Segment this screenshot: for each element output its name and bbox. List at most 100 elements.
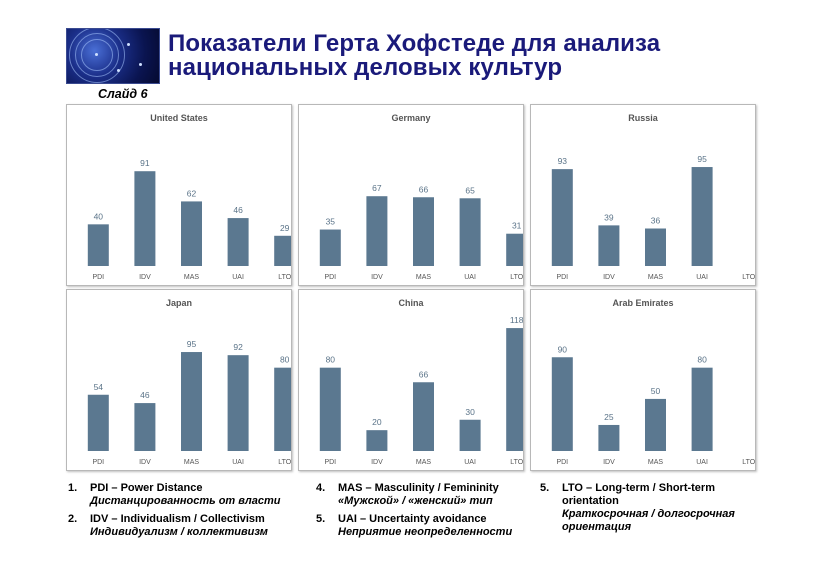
bar-value-label: 93 <box>558 156 568 166</box>
bar-idv <box>598 424 620 451</box>
legend-russian: Дистанцированность от власти <box>90 495 281 507</box>
bar-value-label: 31 <box>512 221 522 231</box>
legend-russian: Неприятие неопределенности <box>338 526 513 538</box>
bar-pdi <box>551 169 573 266</box>
bar-lto <box>506 328 523 451</box>
bar-uai <box>691 367 713 451</box>
bar-value-label: 50 <box>651 386 661 396</box>
legend-number: 4. <box>316 482 326 494</box>
chart-title: United States <box>150 113 208 123</box>
bar-value-label: 95 <box>697 154 707 164</box>
bar-value-label: 46 <box>140 390 150 400</box>
bar-uai <box>459 419 481 451</box>
bar-idv <box>134 171 156 266</box>
tick-label-pdi: PDI <box>92 274 104 281</box>
legend-english: MAS – Masculinity / Femininity <box>338 482 499 494</box>
tick-label-lto: LTO <box>742 459 755 466</box>
legend-number: 5. <box>540 482 550 494</box>
chart-russia: Russia 93 PDI 39 IDV 36 MAS 95 UAI LTO <box>551 113 755 281</box>
tick-label-mas: MAS <box>648 459 664 466</box>
chart-panel-1: United States 40 PDI 91 IDV 62 MAS 46 UAI 29 LTO <box>66 104 292 286</box>
bar-lto <box>274 235 291 266</box>
tick-label-pdi: PDI <box>324 459 336 466</box>
bar-idv <box>366 430 388 451</box>
legend-number: 1. <box>68 482 78 494</box>
tick-label-uai: UAI <box>696 459 708 466</box>
legend-number: 2. <box>68 513 78 525</box>
chart-united-states: United States 40 PDI 91 IDV 62 MAS 46 UAI 29 LTO <box>87 113 291 281</box>
tick-label-pdi: PDI <box>556 274 568 281</box>
legend-russian: Краткосрочная / долгосрочная ориентация <box>562 508 735 533</box>
bar-mas <box>645 228 666 266</box>
bar-uai <box>459 198 481 266</box>
bar-mas <box>413 382 434 451</box>
bar-value-label: 39 <box>604 212 614 222</box>
legend-item-mas: 4. MAS – Masculinity / Femininity «Мужск… <box>316 482 531 508</box>
tick-label-idv: IDV <box>371 459 383 466</box>
tick-label-mas: MAS <box>416 459 432 466</box>
bar-uai <box>227 218 249 266</box>
tick-label-idv: IDV <box>371 274 383 281</box>
bar-value-label: 92 <box>233 342 243 352</box>
bar-pdi <box>319 367 341 451</box>
bar-value-label: 40 <box>94 211 104 221</box>
chart-japan: Japan 54 PDI 46 IDV 95 MAS 92 UAI 80 LTO <box>87 298 291 466</box>
tick-label-idv: IDV <box>139 459 151 466</box>
bar-pdi <box>551 357 573 451</box>
tick-label-lto: LTO <box>510 459 523 466</box>
legend-item-idv: 2. IDV – Individualism / Collectivism Ин… <box>68 513 308 539</box>
tick-label-idv: IDV <box>139 274 151 281</box>
bar-value-label: 65 <box>465 185 475 195</box>
legend-number: 5. <box>316 513 326 525</box>
tick-label-mas: MAS <box>184 274 200 281</box>
bar-value-label: 90 <box>558 344 568 354</box>
chart-panel-6: Arab Emirates 90 PDI 25 IDV 50 MAS 80 UAI LTO <box>530 289 756 471</box>
bar-value-label: 30 <box>465 407 475 417</box>
bar-idv <box>134 403 156 451</box>
tick-label-uai: UAI <box>232 274 244 281</box>
bar-mas <box>645 398 666 451</box>
header-world-image <box>66 28 160 84</box>
chart-panel-5: China 80 PDI 20 IDV 66 MAS 30 UAI 118 LTO <box>298 289 524 471</box>
tick-label-pdi: PDI <box>92 459 104 466</box>
tick-label-idv: IDV <box>603 459 615 466</box>
legend-english: IDV – Individualism / Collectivism <box>90 513 265 525</box>
bar-value-label: 91 <box>140 158 150 168</box>
tick-label-mas: MAS <box>648 274 664 281</box>
chart-panel-3: Russia 93 PDI 39 IDV 36 MAS 95 UAI LTO <box>530 104 756 286</box>
legend-column-3: 5. LTO – Long-term / Short-term orientat… <box>540 482 760 539</box>
bar-value-label: 118 <box>510 315 523 325</box>
bar-value-label: 67 <box>372 183 382 193</box>
bar-value-label: 62 <box>187 188 197 198</box>
tick-label-lto: LTO <box>278 274 291 281</box>
bar-value-label: 80 <box>697 355 707 365</box>
legend-russian: Индивидуализм / коллективизм <box>90 526 268 538</box>
legend-item-pdi: 1. PDI – Power Distance Дистанцированнос… <box>68 482 308 508</box>
bar-uai <box>227 355 249 451</box>
bar-value-label: 36 <box>651 216 661 226</box>
chart-title: Germany <box>391 113 430 123</box>
page-title-line-1: Показатели Герта Хофстеде для анализа <box>168 30 661 57</box>
legend-column-2: 4. MAS – Masculinity / Femininity «Мужск… <box>316 482 531 544</box>
tick-label-mas: MAS <box>416 274 432 281</box>
chart-title: Japan <box>166 298 192 308</box>
tick-label-idv: IDV <box>603 274 615 281</box>
chart-panel-2: Germany 35 PDI 67 IDV 66 MAS 65 UAI 31 LTO <box>298 104 524 286</box>
bar-value-label: 80 <box>280 355 290 365</box>
chart-china: China 80 PDI 20 IDV 66 MAS 30 UAI 118 LTO <box>319 298 523 466</box>
chart-arab-emirates: Arab Emirates 90 PDI 25 IDV 50 MAS 80 UAI LTO <box>551 298 755 466</box>
bar-idv <box>366 196 388 266</box>
tick-label-mas: MAS <box>184 459 200 466</box>
legend-english: UAI – Uncertainty avoidance <box>338 513 487 525</box>
page-title: Показатели Герта Хофстеде для анализа на… <box>168 32 660 80</box>
bar-uai <box>691 167 713 266</box>
tick-label-lto: LTO <box>510 274 523 281</box>
slide-label: Слайд 6 <box>98 87 148 101</box>
tick-label-uai: UAI <box>464 274 476 281</box>
bar-value-label: 66 <box>419 369 429 379</box>
bar-value-label: 80 <box>326 355 336 365</box>
chart-title: Arab Emirates <box>612 298 673 308</box>
legend-item-uai: 5. UAI – Uncertainty avoidance Неприятие… <box>316 513 531 539</box>
bar-value-label: 66 <box>419 184 429 194</box>
legend-english: PDI – Power Distance <box>90 482 203 494</box>
